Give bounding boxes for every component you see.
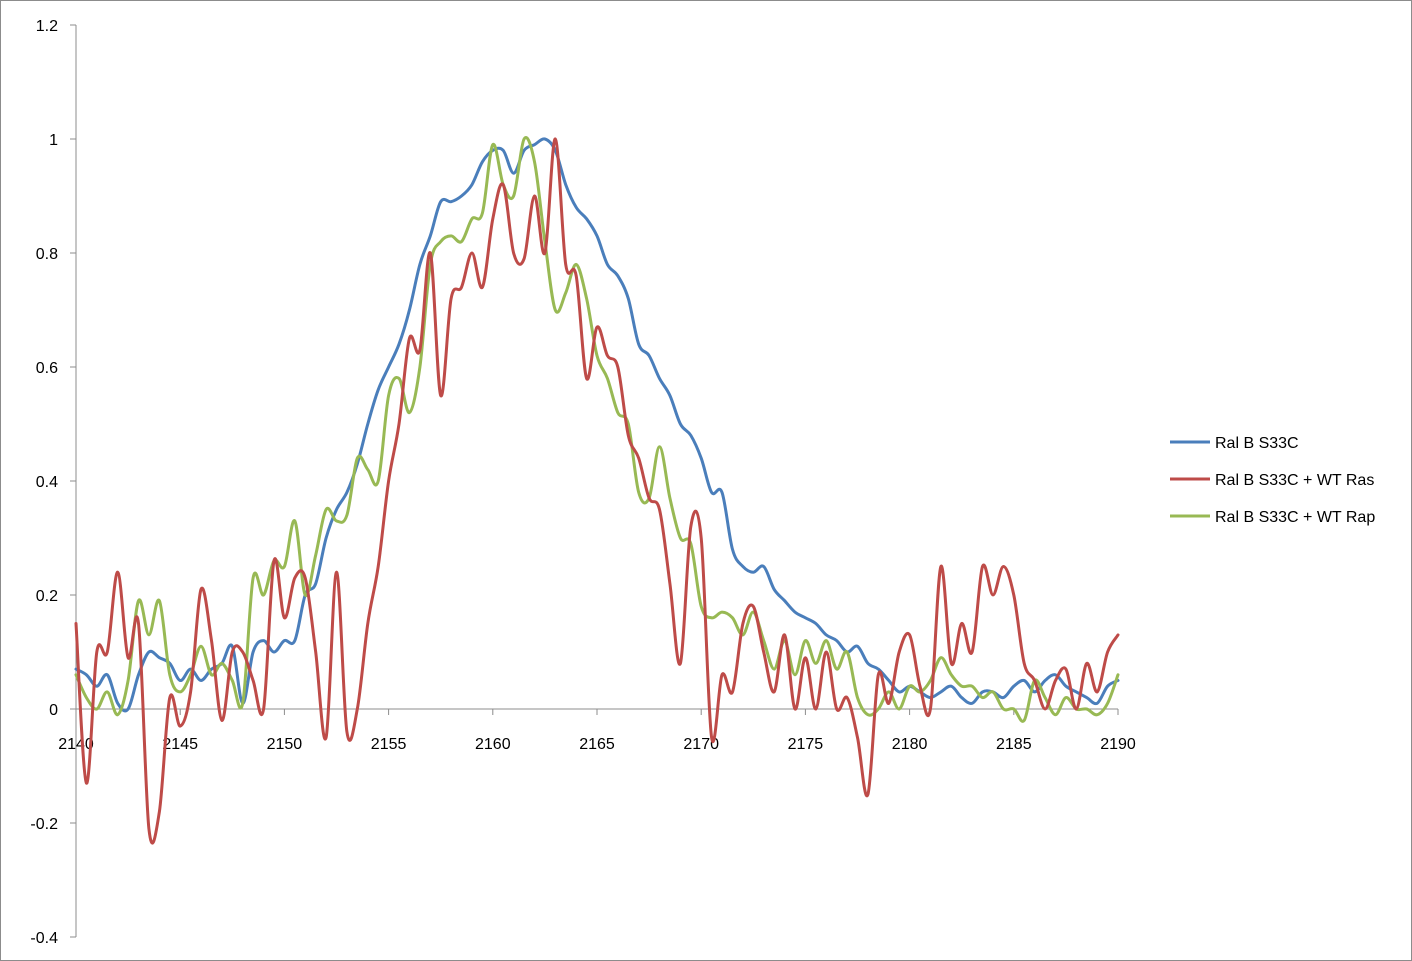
x-tick-label: 2190 [1100, 736, 1136, 753]
y-axis-ticks: -0.4 -0.2 0 0.2 0.4 0.6 0.8 1 1.2 [30, 18, 76, 947]
x-tick-label: 2155 [371, 736, 407, 753]
legend-label: Ral B S33C [1215, 435, 1299, 452]
legend-label: Ral B S33C + WT Rap [1215, 509, 1375, 526]
x-tick-label: 2175 [788, 736, 824, 753]
y-tick-label: 1 [49, 132, 58, 149]
series-lines [74, 136, 1120, 845]
series-line-3 [74, 136, 1120, 723]
x-tick-label: 2170 [683, 736, 719, 753]
y-tick-label: -0.2 [30, 816, 58, 833]
y-tick-label: -0.4 [30, 930, 58, 947]
x-tick-label: 2165 [579, 736, 615, 753]
legend: Ral B S33C Ral B S33C + WT Ras Ral B S33C … [1170, 435, 1375, 526]
y-tick-label: 0.6 [36, 360, 58, 377]
axes [75, 25, 1118, 937]
y-tick-label: 0.8 [36, 246, 58, 263]
x-axis-ticks: 2140 2145 2150 2155 2160 2165 2170 2175 2180 2185… [58, 709, 1136, 753]
y-tick-label: 1.2 [36, 18, 58, 35]
legend-label: Ral B S33C + WT Ras [1215, 472, 1374, 489]
x-tick-label: 2180 [892, 736, 928, 753]
series-line-2 [74, 137, 1120, 845]
x-tick-label: 2145 [162, 736, 198, 753]
y-tick-label: 0 [49, 702, 58, 719]
y-tick-label: 0.4 [36, 474, 58, 491]
x-tick-label: 2140 [58, 736, 94, 753]
x-tick-label: 2160 [475, 736, 511, 753]
y-tick-label: 0.2 [36, 588, 58, 605]
x-tick-label: 2185 [996, 736, 1032, 753]
x-tick-label: 2150 [267, 736, 303, 753]
